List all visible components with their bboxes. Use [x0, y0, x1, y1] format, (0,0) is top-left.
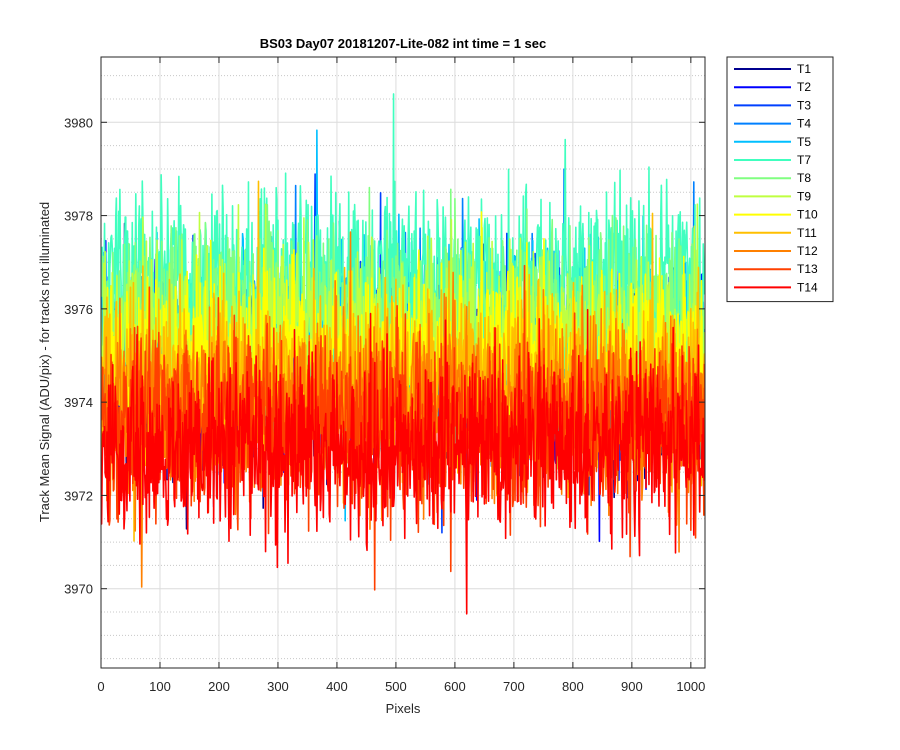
series-line-t14: [101, 308, 705, 615]
legend: T1 T2 T3 T4 T5 T7 T8 T9 T10 T11 T12 T13 T14: [726, 56, 834, 303]
x-tick-label: 400: [326, 679, 348, 694]
x-tick-label: 100: [149, 679, 171, 694]
legend-label-t5: T5: [797, 135, 811, 149]
legend-label-t11: T11: [797, 226, 817, 240]
x-tick-label: 1000: [676, 679, 705, 694]
x-tick-label: 900: [621, 679, 643, 694]
x-tick-label: 300: [267, 679, 289, 694]
x-axis-label: Pixels: [386, 701, 421, 716]
legend-label-t10: T10: [797, 208, 818, 222]
y-axis-label: Track Mean Signal (ADU/pix) - for tracks…: [37, 202, 52, 522]
y-tick-label: 3974: [64, 395, 93, 410]
y-tick-label: 3980: [64, 115, 93, 130]
y-tick-label: 3970: [64, 582, 93, 597]
x-tick-label: 700: [503, 679, 525, 694]
y-tick-label: 3978: [64, 209, 93, 224]
legend-label-t7: T7: [797, 153, 811, 167]
legend-label-t9: T9: [797, 189, 811, 203]
x-tick-label: 0: [97, 679, 104, 694]
y-tick-label: 3972: [64, 488, 93, 503]
chart-title: BS03 Day07 20181207-Lite-082 int time = …: [260, 36, 547, 51]
axes-box: [100, 56, 706, 669]
ticks: 0 100 200 300 400 500 600 700 800 900 1000 3970 3972…: [64, 57, 705, 694]
series-group: [101, 93, 705, 615]
legend-label-t1: T1: [797, 62, 811, 76]
x-tick-label: 800: [562, 679, 584, 694]
x-tick-label: 500: [385, 679, 407, 694]
legend-label-t4: T4: [797, 117, 811, 131]
x-tick-label: 200: [208, 679, 230, 694]
x-tick-label: 600: [444, 679, 466, 694]
legend-label-t8: T8: [797, 171, 811, 185]
legend-label-t12: T12: [797, 244, 818, 258]
legend-label-t13: T13: [797, 262, 818, 276]
legend-label-t2: T2: [797, 80, 811, 94]
legend-box: [726, 56, 834, 303]
y-tick-label: 3976: [64, 302, 93, 317]
legend-label-t3: T3: [797, 98, 811, 112]
legend-label-t14: T14: [797, 280, 818, 294]
